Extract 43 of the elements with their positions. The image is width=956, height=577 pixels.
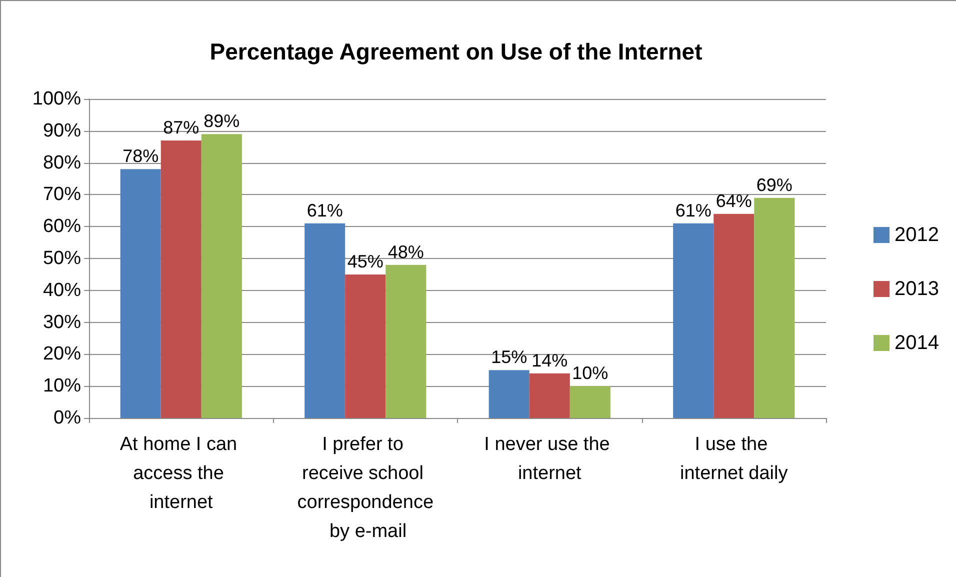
y-tick-label: 30% [42,312,82,333]
data-label: 15% [491,347,528,368]
y-tick-label: 20% [42,344,82,365]
bar [120,169,161,418]
bar [714,214,754,418]
data-label: 78% [122,146,159,166]
y-tick-label: 50% [42,248,82,269]
legend-label: 2014 [894,332,940,354]
x-tick-label: At home I can access the internet [120,434,242,513]
bar [160,140,202,418]
y-tick-label: 10% [42,376,82,397]
y-tick-label: 70% [42,184,82,206]
data-label: 89% [204,111,240,132]
bar [304,223,346,418]
data-label: 14% [532,350,568,370]
data-label: 10% [572,363,608,384]
data-label: 61% [675,200,712,220]
bar [386,264,426,418]
chart-title: Percentage Agreement on Use of the Internet [210,38,703,64]
bar [754,198,795,418]
x-tick-label: I prefer to receive school correspondence by e-mail [297,434,434,542]
y-tick-label: 0% [54,408,82,428]
y-tick-label: 100% [32,88,82,110]
x-tick-label: I use the internet daily [680,434,788,484]
legend-label: 2012 [894,224,940,246]
bar [345,274,386,418]
bar [201,134,242,418]
data-label: 69% [756,174,792,195]
x-tick-label: I never use the internet [484,434,616,484]
y-tick-label: 90% [42,120,82,142]
data-label: 48% [388,242,424,262]
y-tick-label: 40% [42,280,82,301]
data-label: 61% [306,200,343,220]
data-label: 45% [347,251,384,272]
data-label: 87% [163,117,200,138]
legend-label: 2013 [894,278,940,300]
bar [673,223,714,418]
y-tick-label: 60% [42,216,82,238]
data-label: 64% [716,190,752,211]
bar [529,373,570,418]
bar [488,370,530,418]
bar [570,386,610,418]
y-tick-label: 80% [42,152,82,174]
